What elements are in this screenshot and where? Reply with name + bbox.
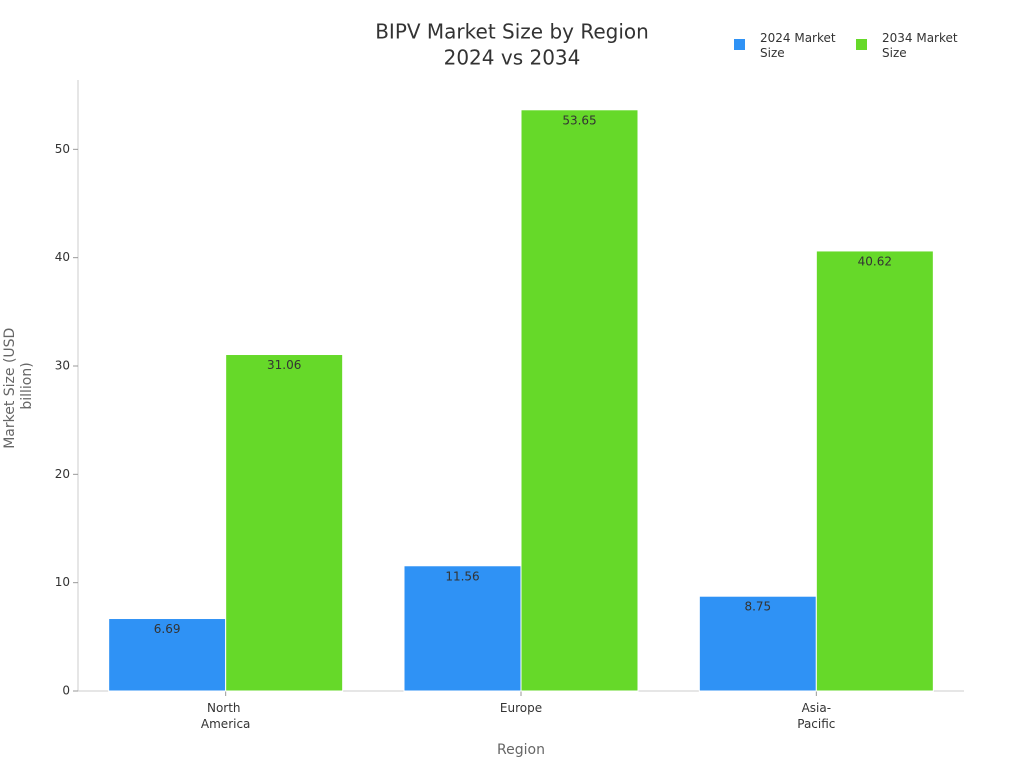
legend-label: 2034 Market Size xyxy=(882,31,961,60)
value-label: 11.56 xyxy=(445,569,479,583)
x-tick-label: Europe xyxy=(500,701,542,715)
chart-title: BIPV Market Size by Region xyxy=(375,20,649,44)
value-label: 53.65 xyxy=(562,113,596,127)
x-tick-label: North America xyxy=(201,701,251,731)
y-tick-label: 30 xyxy=(55,359,70,373)
bar xyxy=(225,354,344,692)
legend-swatch xyxy=(856,39,867,50)
legend-label: 2024 Market Size xyxy=(760,31,839,60)
y-tick-label: 50 xyxy=(55,142,70,156)
value-label: 8.75 xyxy=(744,600,771,614)
y-axis-label: Market Size (USD billion) xyxy=(2,323,35,449)
y-tick-label: 0 xyxy=(62,684,70,698)
chart-subtitle: 2024 vs 2034 xyxy=(444,46,581,70)
x-tick-label: Asia-Pacific xyxy=(797,701,835,731)
bar xyxy=(403,565,522,692)
legend-swatch xyxy=(734,39,745,50)
bar xyxy=(698,595,817,692)
value-label: 31.06 xyxy=(267,358,301,372)
value-label: 6.69 xyxy=(154,622,181,636)
value-label: 40.62 xyxy=(858,254,892,268)
y-tick-label: 10 xyxy=(55,575,70,589)
bar xyxy=(520,109,639,692)
bar xyxy=(815,250,934,692)
y-tick-label: 40 xyxy=(55,250,70,264)
y-tick-label: 20 xyxy=(55,467,70,481)
x-axis-label: Region xyxy=(497,742,545,758)
